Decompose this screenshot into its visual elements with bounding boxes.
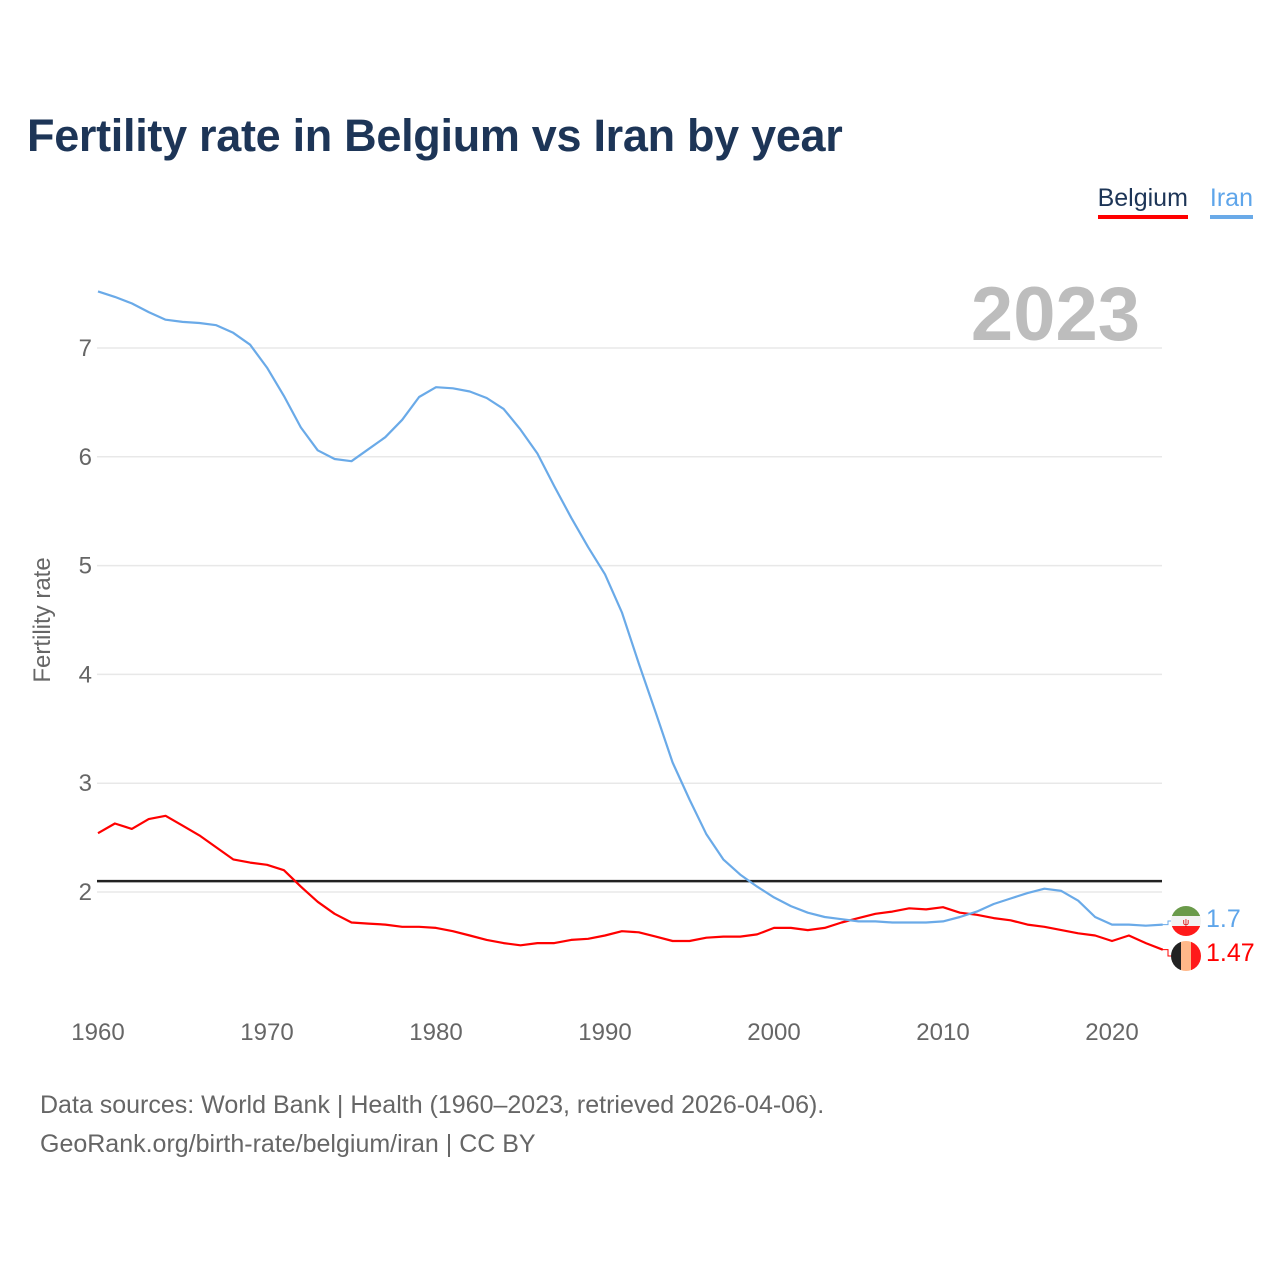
data-source: Data sources: World Bank | Health (1960–… bbox=[40, 1091, 825, 1119]
belgium-end-value: 1.47 bbox=[1206, 939, 1255, 967]
iran-flag-icon: ψ bbox=[1171, 906, 1201, 936]
series-line-iran[interactable] bbox=[97, 290, 1163, 927]
belgium-connector bbox=[1162, 949, 1172, 957]
source-link[interactable]: GeoRank.org/birth-rate/belgium/iran | CC… bbox=[40, 1130, 536, 1158]
legend-item-iran[interactable]: Iran bbox=[1209, 184, 1253, 219]
iran-end-value: 1.7 bbox=[1206, 905, 1241, 933]
y-tick-label: 3 bbox=[79, 770, 92, 797]
legend: Belgium Iran bbox=[1097, 184, 1253, 219]
iran-connector bbox=[1162, 920, 1172, 926]
y-tick-label: 7 bbox=[79, 335, 92, 362]
x-tick-label: 1970 bbox=[240, 1019, 293, 1046]
x-tick-label: 2010 bbox=[916, 1019, 969, 1046]
x-tick-label: 1980 bbox=[409, 1019, 462, 1046]
chart-title: Fertility rate in Belgium vs Iran by yea… bbox=[27, 110, 843, 161]
y-tick-label: 2 bbox=[79, 879, 92, 906]
year-watermark: 2023 bbox=[971, 272, 1140, 357]
belgium-flag-icon bbox=[1171, 941, 1201, 971]
footer: Data sources: World Bank | Health (1960–… bbox=[40, 1086, 824, 1164]
x-tick-label: 2020 bbox=[1085, 1019, 1138, 1046]
y-tick-label: 5 bbox=[79, 553, 92, 580]
y-tick-label: 6 bbox=[79, 444, 92, 471]
x-tick-label: 1990 bbox=[578, 1019, 631, 1046]
svg-text:ψ: ψ bbox=[1183, 917, 1189, 927]
x-tick-label: 1960 bbox=[71, 1019, 124, 1046]
x-tick-label: 2000 bbox=[747, 1019, 800, 1046]
legend-item-belgium[interactable]: Belgium bbox=[1097, 184, 1188, 219]
series-line-belgium[interactable] bbox=[97, 814, 1164, 951]
y-tick-label: 4 bbox=[79, 661, 92, 688]
y-axis-label: Fertility rate bbox=[29, 557, 56, 682]
